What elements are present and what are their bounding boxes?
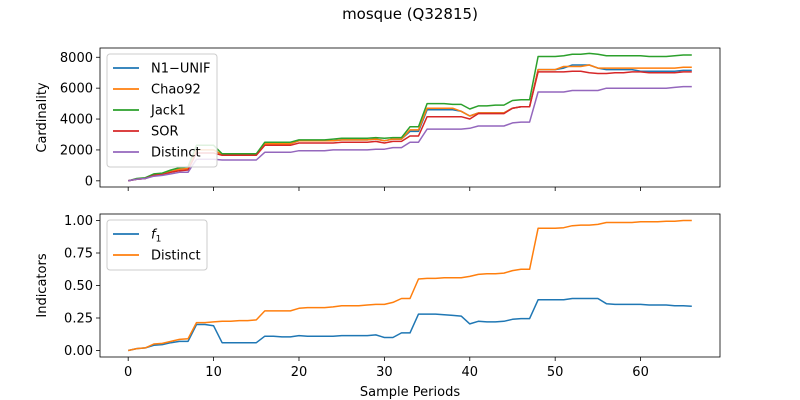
x-tick-label: 50: [547, 365, 564, 380]
y-tick-label: 0.00: [64, 344, 93, 359]
legend-label: SOR: [151, 125, 179, 140]
series-line-0-2: [128, 52, 692, 182]
y-tick-label: 0.50: [64, 279, 93, 294]
y-tick-label: 2000: [60, 143, 93, 158]
x-tick-label: 10: [205, 365, 222, 380]
x-axis-label: Sample Periods: [360, 385, 460, 400]
legend-label: Distinct: [151, 249, 201, 264]
legend-box-0: [106, 53, 218, 168]
x-tick-label: 60: [632, 365, 649, 380]
series-line-1-0: [128, 297, 692, 352]
series-line-0-4: [128, 85, 692, 182]
axes-frame-0: [99, 47, 721, 188]
series-line-1-1: [128, 219, 692, 352]
x-tick-label: 40: [462, 365, 479, 380]
y-axis-label: Indicators: [35, 253, 50, 317]
legend-label: Distinct: [151, 146, 201, 161]
x-tick-label: 20: [291, 365, 308, 380]
legend-label: Chao92: [151, 83, 201, 98]
legend-label: Jack1: [150, 104, 186, 119]
y-tick-label: 1.00: [64, 214, 93, 229]
legend-label: f1: [151, 228, 161, 245]
x-tick-label: 30: [376, 365, 393, 380]
series-line-0-3: [128, 70, 692, 182]
y-tick-label: 0: [85, 174, 93, 189]
legend-box-1: [106, 219, 208, 271]
x-tick-label: 0: [124, 365, 132, 380]
y-tick-label: 8000: [60, 51, 93, 66]
y-tick-label: 4000: [60, 113, 93, 128]
y-tick-label: 0.25: [64, 312, 93, 327]
y-axis-label: Cardinality: [35, 82, 50, 153]
y-tick-label: 0.75: [64, 247, 93, 262]
chart-title: mosque (Q32815): [342, 5, 478, 23]
legend-label: N1−UNIF: [151, 62, 210, 77]
y-tick-label: 6000: [60, 82, 93, 97]
